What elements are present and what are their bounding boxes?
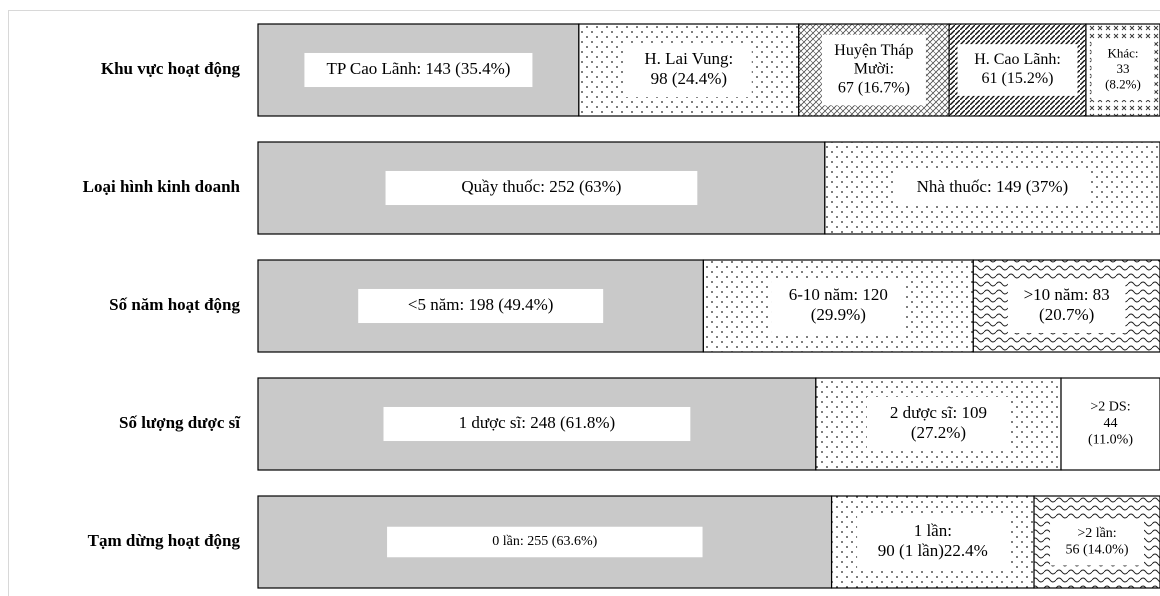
data-label-box — [1074, 392, 1148, 456]
data-label-box — [358, 288, 604, 324]
data-label: Mười: — [854, 61, 894, 78]
data-label: 98 (24.4%) — [651, 69, 727, 88]
data-label-box — [895, 170, 1090, 206]
bar-row: Loại hình kinh doanh Quầy thuốc: 252 (63%… — [83, 141, 1160, 235]
data-label: 44 — [1104, 416, 1118, 431]
data-label-box — [857, 514, 1009, 570]
data-label-box — [383, 406, 691, 442]
data-label: 67 (16.7%) — [838, 80, 910, 97]
data-label: 33 — [1116, 61, 1129, 76]
data-label-box — [1091, 39, 1155, 101]
data-label-box — [957, 44, 1078, 96]
data-label: >10 năm: 83 — [1024, 285, 1110, 304]
data-label: (27.2%) — [911, 423, 966, 442]
data-label: <5 năm: 198 (49.4%) — [408, 295, 554, 314]
data-label: TP Cao Lãnh: 143 (35.4%) — [326, 59, 510, 78]
data-label: (11.0%) — [1088, 433, 1133, 448]
data-label-box — [866, 396, 1010, 452]
data-label: H. Cao Lãnh: — [974, 51, 1061, 68]
data-label: (20.7%) — [1039, 305, 1094, 324]
bar-row: Số lượng dược sĩ 1 dược sĩ: 248 (61.8%) 2 … — [119, 377, 1160, 471]
data-label: 1 lần: — [914, 521, 952, 540]
data-label-box — [821, 34, 926, 106]
data-label: 2 dược sĩ: 109 — [890, 403, 987, 422]
data-label: Huyện Tháp — [834, 42, 913, 59]
data-label-box — [771, 278, 906, 334]
data-label: 90 (1 lần)22.4% — [878, 541, 988, 560]
data-label: Khác: — [1107, 46, 1138, 61]
category-label: Số lượng dược sĩ — [119, 413, 241, 432]
bar-row: Tạm dừng hoạt động 0 lần: 255 (63.6%) 1 lầ… — [88, 495, 1160, 589]
category-label: Tạm dừng hoạt động — [88, 531, 241, 550]
data-label: H. Lai Vung: — [644, 49, 733, 68]
category-label: Số năm hoạt động — [109, 295, 240, 314]
category-label: Loại hình kinh doanh — [83, 177, 241, 196]
data-label-box — [387, 526, 703, 558]
data-label: 56 (14.0%) — [1066, 542, 1129, 557]
chart-frame — [8, 10, 1160, 596]
data-label-box — [304, 52, 533, 88]
data-label: 0 lần: 255 (63.6%) — [492, 534, 597, 549]
data-label: 6-10 năm: 120 — [789, 285, 888, 304]
data-label-box — [385, 170, 698, 206]
data-label: (8.2%) — [1105, 76, 1141, 91]
data-label-box — [1050, 518, 1145, 566]
data-label: Nhà thuốc: 149 (37%) — [917, 177, 1069, 196]
bar-row: Khu vực hoạt động TP Cao Lãnh: 143 (35.4%… — [101, 23, 1160, 117]
data-label: Quầy thuốc: 252 (63%) — [461, 177, 621, 196]
data-label: >2 DS: — [1090, 400, 1130, 415]
data-label: >2 lần: — [1077, 526, 1116, 541]
data-label: 1 dược sĩ: 248 (61.8%) — [459, 413, 616, 432]
bar-row: Số năm hoạt động <5 năm: 198 (49.4%) 6-10 … — [109, 259, 1160, 353]
category-label: Khu vực hoạt động — [101, 59, 241, 78]
data-label-box — [625, 42, 752, 98]
data-label: (29.9%) — [811, 305, 866, 324]
data-label: 61 (15.2%) — [982, 70, 1054, 87]
data-label-box — [1007, 278, 1126, 334]
